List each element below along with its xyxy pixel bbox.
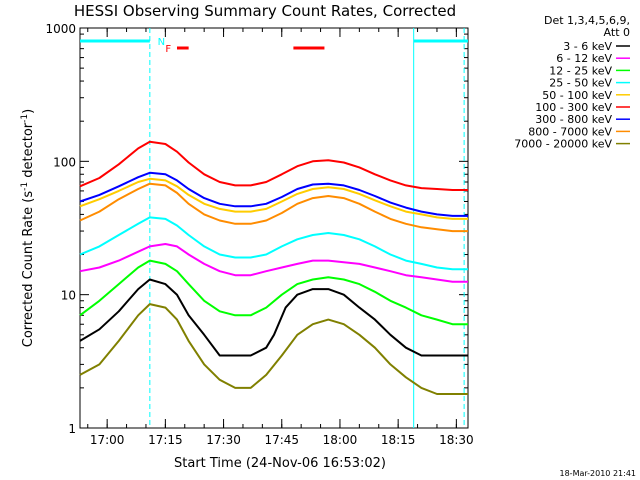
flag-f-label: F — [165, 44, 171, 55]
y-axis-label-part: ) — [21, 109, 36, 114]
x-axis-label: Start Time (24-Nov-06 16:53:02) — [174, 456, 386, 471]
x-axis: 17:00 17:15 17:30 17:45 18:00 18:15 18:30 — [87, 28, 474, 447]
legend-header: Det 1,3,4,5,6,9, — [544, 14, 630, 27]
flag-n-label: N — [158, 37, 165, 48]
legend-entry-label: 50 - 100 keV — [542, 89, 612, 102]
footer-date: 18-Mar-2010 21:41 — [560, 469, 637, 478]
legend-entry-label: 100 - 300 keV — [535, 101, 612, 114]
legend-entry-label: 800 - 7000 keV — [528, 125, 612, 138]
y-tick-label: 1 — [68, 422, 76, 436]
series-line — [79, 171, 468, 217]
y-tick-label: 100 — [53, 155, 76, 169]
y-axis-label-part: detector — [21, 122, 36, 182]
y-axis-label-part: Corrected Count Rate (s — [21, 191, 36, 348]
x-tick-label: 17:15 — [148, 433, 183, 447]
series-line — [79, 140, 468, 191]
y-axis: 1 10 100 1000 — [45, 22, 468, 436]
state-bars — [80, 39, 468, 50]
x-tick-label: 17:45 — [264, 433, 299, 447]
y-axis-label-superscript: -1 — [20, 182, 30, 191]
interval-markers — [149, 28, 465, 428]
x-tick-label: 17:30 — [206, 433, 241, 447]
series-line — [79, 182, 468, 233]
legend-entry-label: 6 - 12 keV — [556, 52, 612, 65]
legend-entry-label: 25 - 50 keV — [549, 77, 612, 90]
plot-frame — [79, 27, 469, 429]
series-line — [79, 216, 468, 271]
x-tick-label: 17:00 — [90, 433, 125, 447]
legend-entry-label: 12 - 25 keV — [549, 64, 612, 77]
x-tick-label: 18:00 — [323, 433, 358, 447]
legend-entry-label: 300 - 800 keV — [535, 113, 612, 126]
series-line — [79, 303, 468, 395]
legend-entry-label: 7000 - 20000 keV — [514, 138, 612, 151]
series-line — [79, 243, 468, 283]
legend-entry-label: 3 - 6 keV — [563, 40, 612, 53]
y-tick-label: 1000 — [45, 22, 76, 36]
series-group — [79, 140, 468, 395]
legend-header: Att 0 — [604, 26, 630, 39]
series-line — [79, 259, 468, 326]
x-tick-label: 18:30 — [439, 433, 474, 447]
y-axis-label-superscript: -1 — [20, 114, 30, 123]
chart-title: HESSI Observing Summary Count Rates, Cor… — [74, 2, 456, 20]
y-axis-label: Corrected Count Rate (s-1 detector-1) — [20, 109, 36, 347]
y-tick-label: 10 — [61, 289, 76, 303]
series-line — [79, 278, 468, 357]
series-line — [79, 177, 468, 220]
plot-area-border — [79, 27, 469, 429]
x-tick-label: 18:15 — [381, 433, 416, 447]
